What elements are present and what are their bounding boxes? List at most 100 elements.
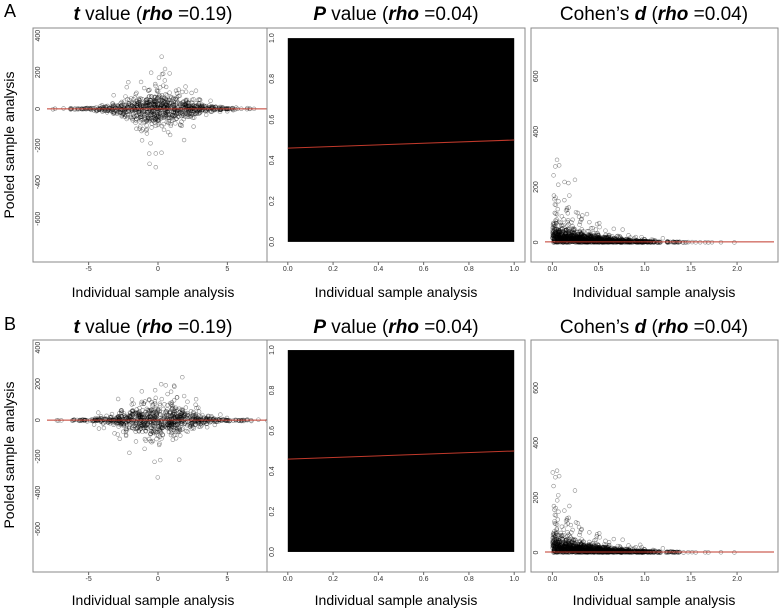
- data-point: [583, 236, 589, 241]
- data-point: [148, 111, 154, 116]
- data-point: [209, 109, 214, 114]
- y-tick-label: 400: [533, 437, 540, 449]
- data-point: [161, 104, 166, 109]
- data-point: [169, 118, 175, 123]
- data-point: [153, 81, 158, 87]
- data-point: [167, 112, 172, 117]
- data-point: [614, 234, 620, 239]
- chart-title: Cohen’s d (rho =0.04): [560, 4, 748, 25]
- x-tick-label: 5: [225, 576, 229, 583]
- data-point: [167, 90, 172, 95]
- data-point: [575, 229, 580, 235]
- data-point: [170, 113, 176, 119]
- data-point: [216, 105, 221, 111]
- data-point: [164, 103, 169, 108]
- data-point: [196, 107, 202, 113]
- data-point: [217, 109, 223, 115]
- data-point: [597, 238, 603, 244]
- data-point: [175, 111, 180, 116]
- data-point: [132, 101, 137, 106]
- data-point: [180, 101, 185, 107]
- data-point: [176, 114, 181, 119]
- data-point: [138, 101, 143, 107]
- data-point: [148, 70, 154, 75]
- data-point: [157, 92, 162, 98]
- data-point: [130, 111, 136, 117]
- data-point: [102, 107, 107, 112]
- data-point: [175, 114, 181, 119]
- data-point: [144, 118, 149, 124]
- y-tick-label: 0: [35, 418, 42, 422]
- data-point: [98, 105, 103, 111]
- data-point: [172, 105, 177, 111]
- data-point: [592, 236, 597, 241]
- y-tick-label: -200: [35, 449, 42, 463]
- data-point: [143, 103, 148, 108]
- data-point: [584, 211, 590, 217]
- data-point: [186, 114, 192, 119]
- data-point: [162, 114, 168, 120]
- data-point: [205, 107, 211, 112]
- data-point: [169, 100, 174, 105]
- data-point: [193, 104, 199, 109]
- data-point: [159, 150, 164, 155]
- data-point: [114, 111, 120, 117]
- data-point: [193, 107, 198, 112]
- data-point: [124, 116, 129, 122]
- chart-title: Cohen’s d (rho =0.04): [560, 317, 748, 338]
- panel-a-2: P value (rho =0.04) Individual sample ana…: [266, 4, 526, 300]
- data-point: [121, 111, 127, 116]
- y-tick-label: 1.0: [269, 345, 276, 355]
- data-point: [175, 100, 180, 105]
- y-tick-label: -600: [35, 522, 42, 536]
- data-point: [586, 236, 592, 241]
- data-point: [159, 123, 165, 129]
- data-point: [185, 100, 191, 105]
- data-point: [111, 109, 116, 115]
- data-point: [177, 109, 182, 114]
- data-point: [117, 107, 122, 113]
- data-point: [152, 94, 157, 100]
- data-point: [133, 118, 138, 123]
- panel-letter-b: B: [4, 314, 16, 334]
- data-point: [129, 103, 134, 109]
- data-point: [132, 105, 137, 111]
- data-point: [145, 100, 150, 106]
- data-point: [120, 111, 125, 116]
- data-point: [100, 107, 105, 113]
- data-point: [211, 106, 217, 111]
- data-point: [147, 101, 152, 107]
- data-point: [153, 100, 158, 105]
- y-tick-label: 1.0: [269, 33, 276, 43]
- data-point: [573, 235, 578, 240]
- data-point: [230, 106, 235, 111]
- data-point: [174, 116, 179, 122]
- data-point: [197, 110, 203, 116]
- data-point: [84, 105, 90, 111]
- data-point: [174, 95, 180, 100]
- data-point: [132, 114, 137, 119]
- data-point: [164, 99, 170, 105]
- data-point: [188, 107, 193, 113]
- data-point: [136, 99, 141, 105]
- data-point: [579, 231, 585, 236]
- data-point: [159, 103, 164, 109]
- data-point: [115, 103, 120, 108]
- data-point: [558, 236, 564, 242]
- data-point: [150, 98, 155, 104]
- data-point: [193, 107, 199, 112]
- data-point: [564, 234, 569, 239]
- data-point: [125, 105, 131, 110]
- data-point: [210, 105, 215, 111]
- data-point: [595, 230, 600, 236]
- x-tick-label: 0.8: [464, 266, 474, 273]
- data-point: [133, 91, 138, 97]
- data-point: [72, 107, 77, 112]
- data-point: [598, 238, 603, 244]
- data-point: [143, 98, 148, 103]
- data-point: [195, 107, 200, 113]
- chart-title: t value (rho =0.19): [74, 4, 233, 25]
- data-point: [117, 105, 122, 110]
- data-point: [132, 95, 138, 100]
- data-point: [144, 109, 150, 115]
